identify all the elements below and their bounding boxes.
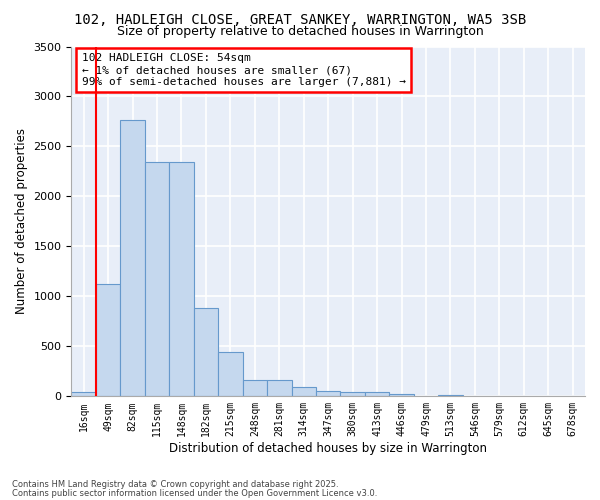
- Bar: [316, 391, 340, 396]
- Bar: [438, 395, 463, 396]
- Text: Contains public sector information licensed under the Open Government Licence v3: Contains public sector information licen…: [12, 488, 377, 498]
- Bar: [169, 162, 194, 396]
- Bar: [121, 120, 145, 396]
- Text: Contains HM Land Registry data © Crown copyright and database right 2025.: Contains HM Land Registry data © Crown c…: [12, 480, 338, 489]
- Bar: [267, 380, 292, 396]
- Bar: [292, 388, 316, 396]
- Bar: [365, 392, 389, 396]
- Bar: [340, 392, 365, 396]
- Bar: [242, 380, 267, 396]
- Bar: [218, 352, 242, 397]
- Text: 102, HADLEIGH CLOSE, GREAT SANKEY, WARRINGTON, WA5 3SB: 102, HADLEIGH CLOSE, GREAT SANKEY, WARRI…: [74, 12, 526, 26]
- Bar: [194, 308, 218, 396]
- X-axis label: Distribution of detached houses by size in Warrington: Distribution of detached houses by size …: [169, 442, 487, 455]
- Bar: [145, 162, 169, 396]
- Bar: [389, 394, 414, 396]
- Y-axis label: Number of detached properties: Number of detached properties: [15, 128, 28, 314]
- Bar: [71, 392, 96, 396]
- Text: Size of property relative to detached houses in Warrington: Size of property relative to detached ho…: [116, 25, 484, 38]
- Bar: [96, 284, 121, 397]
- Text: 102 HADLEIGH CLOSE: 54sqm
← 1% of detached houses are smaller (67)
99% of semi-d: 102 HADLEIGH CLOSE: 54sqm ← 1% of detach…: [82, 54, 406, 86]
